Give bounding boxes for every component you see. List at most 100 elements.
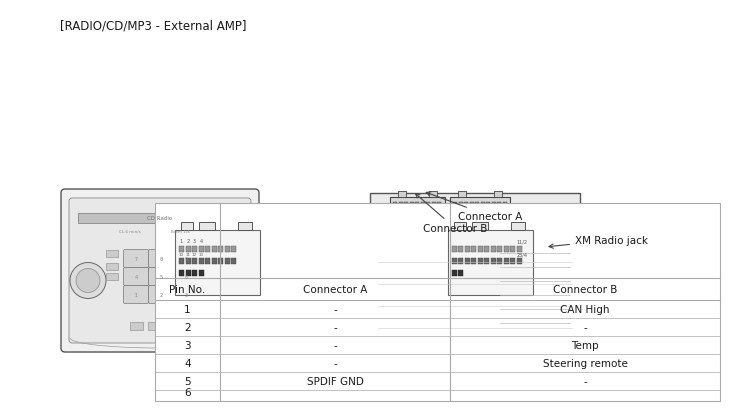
Bar [475, 202, 479, 209]
Bar [199, 246, 203, 252]
Circle shape [529, 247, 561, 279]
Text: 7: 7 [135, 256, 138, 261]
Circle shape [542, 260, 548, 266]
Bar [486, 202, 490, 209]
Text: 5: 5 [160, 274, 163, 279]
Text: -: - [333, 304, 337, 314]
Text: 2: 2 [186, 239, 190, 244]
FancyBboxPatch shape [174, 250, 199, 268]
Bar [464, 214, 468, 221]
Bar [231, 246, 236, 252]
Circle shape [442, 310, 458, 326]
Text: 6: 6 [184, 387, 191, 397]
Bar [199, 258, 203, 264]
Text: 2: 2 [184, 322, 191, 332]
Bar [415, 202, 419, 209]
Bar [450, 197, 510, 225]
Bar [510, 298, 530, 308]
Bar [470, 214, 473, 221]
Text: Temp: Temp [571, 340, 599, 350]
Bar [525, 283, 545, 293]
Bar [478, 258, 483, 264]
Bar [497, 258, 502, 264]
Bar [437, 202, 441, 209]
Bar [155, 204, 720, 401]
Text: XM Radio jack: XM Radio jack [549, 235, 648, 249]
Text: CAN High: CAN High [560, 304, 609, 314]
Bar [181, 222, 193, 230]
Bar [106, 250, 118, 257]
Bar [224, 258, 230, 264]
Bar [451, 246, 456, 252]
Bar [458, 270, 463, 276]
FancyBboxPatch shape [124, 250, 149, 268]
Circle shape [214, 263, 250, 299]
Bar [398, 202, 403, 209]
Text: CL.6 min/s: CL.6 min/s [119, 230, 141, 233]
Circle shape [220, 269, 244, 293]
Bar [398, 214, 403, 221]
Bar [211, 258, 216, 264]
Text: 2: 2 [160, 292, 163, 297]
Text: Connector A: Connector A [426, 192, 522, 221]
Bar [148, 322, 161, 330]
FancyBboxPatch shape [61, 190, 259, 352]
Text: 12: 12 [192, 253, 197, 257]
Text: Connector B: Connector B [553, 284, 618, 294]
Bar [192, 270, 197, 276]
Bar [409, 214, 414, 221]
FancyBboxPatch shape [174, 268, 199, 286]
Bar [409, 202, 414, 209]
Bar [404, 214, 408, 221]
Bar [185, 246, 191, 252]
Text: 1: 1 [184, 304, 191, 314]
Text: [RADIO/CD/MP3 - External AMP]: [RADIO/CD/MP3 - External AMP] [60, 19, 247, 32]
Bar [130, 322, 143, 330]
Bar [464, 246, 470, 252]
Text: 4: 4 [184, 358, 191, 368]
Bar [205, 246, 210, 252]
Bar [511, 222, 525, 230]
Bar [484, 258, 489, 264]
Bar [106, 273, 118, 280]
Bar [218, 258, 223, 264]
FancyBboxPatch shape [69, 199, 251, 343]
Text: -: - [333, 358, 337, 368]
Text: Brem 1/4: Brem 1/4 [171, 230, 189, 233]
Bar [202, 250, 214, 257]
FancyBboxPatch shape [149, 250, 174, 268]
Text: 4: 4 [135, 274, 138, 279]
Bar [492, 202, 495, 209]
Bar [458, 258, 463, 264]
Bar [420, 202, 425, 209]
Bar [497, 202, 501, 209]
Bar [370, 194, 580, 348]
Bar [429, 192, 437, 197]
Bar [484, 246, 489, 252]
Text: 1: 1 [180, 239, 183, 244]
Bar [202, 273, 214, 280]
Text: 6: 6 [185, 274, 188, 279]
Bar [199, 270, 203, 276]
Circle shape [70, 263, 106, 299]
FancyBboxPatch shape [174, 286, 199, 304]
Bar [205, 258, 210, 264]
Text: 11: 11 [185, 253, 191, 257]
Bar [517, 246, 522, 252]
Circle shape [76, 269, 100, 293]
Text: 3: 3 [193, 239, 196, 244]
Text: -: - [583, 376, 587, 386]
Bar [404, 202, 408, 209]
Bar [179, 270, 184, 276]
Bar [510, 246, 515, 252]
Text: Steering remote: Steering remote [542, 358, 627, 368]
Bar [179, 258, 184, 264]
FancyBboxPatch shape [149, 286, 174, 304]
Bar [398, 192, 406, 197]
Text: Pin No.: Pin No. [169, 284, 205, 294]
Text: 23/4: 23/4 [517, 252, 528, 257]
FancyBboxPatch shape [124, 268, 149, 286]
Text: -: - [333, 322, 337, 332]
Text: CD Radio: CD Radio [147, 216, 173, 221]
FancyBboxPatch shape [149, 268, 174, 286]
